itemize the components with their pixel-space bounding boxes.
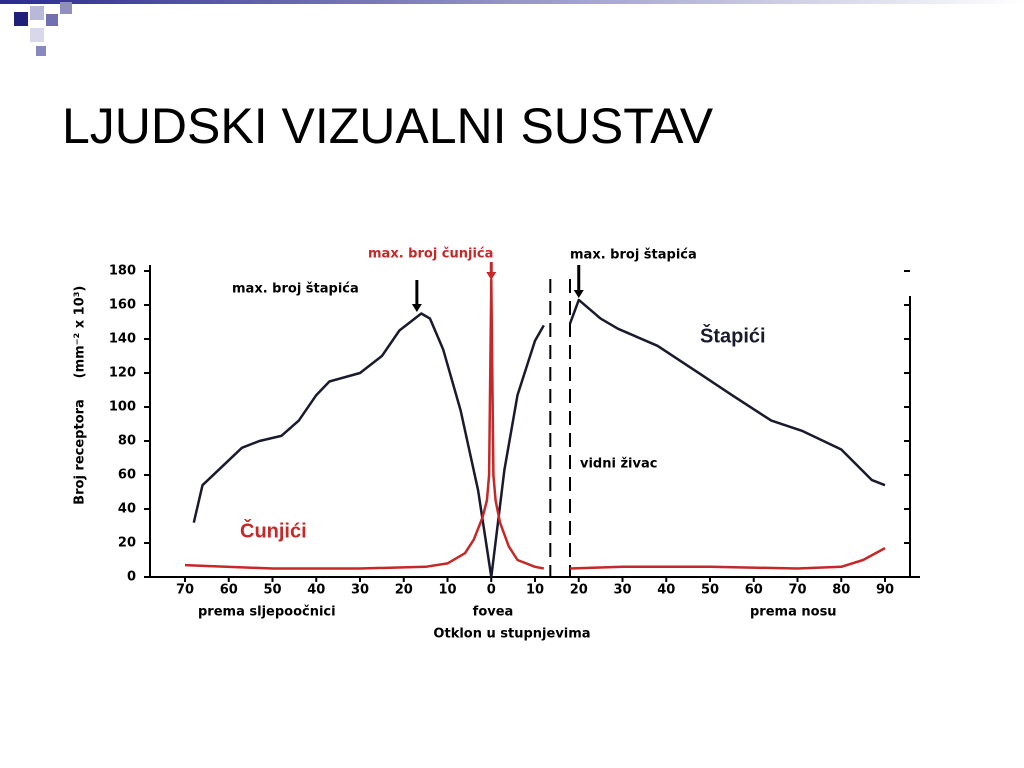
- deco-square: [60, 2, 72, 14]
- x-tick-label: 90: [876, 583, 894, 598]
- y-tick-label: 160: [109, 298, 136, 313]
- deco-square: [30, 28, 44, 42]
- x-tick-label: 40: [657, 583, 675, 598]
- deco-square: [30, 6, 44, 20]
- deco-square: [46, 14, 58, 26]
- x-tick-label: 70: [788, 583, 806, 598]
- x-axis-label: Otklon u stupnjevima: [433, 627, 590, 642]
- y-tick-label: 60: [118, 468, 136, 483]
- x-tick-label: 30: [351, 583, 369, 598]
- y-tick-label: 140: [109, 332, 136, 347]
- slide-title: LJUDSKI VIZUALNI SUSTAV: [62, 98, 714, 154]
- y-tick-label: 120: [109, 366, 136, 381]
- annotation: max. broj štapića: [232, 282, 359, 297]
- series-label: Čunjići: [240, 518, 307, 542]
- y-tick-label: 100: [109, 400, 136, 415]
- annotation: max. broj čunjića: [368, 247, 493, 262]
- deco-square: [36, 46, 46, 56]
- region-label: prema nosu: [750, 605, 837, 620]
- y-tick-label: 20: [118, 536, 136, 551]
- annotation: max. broj štapića: [570, 248, 697, 263]
- x-tick-label: 60: [745, 583, 763, 598]
- x-tick-label: 40: [307, 583, 325, 598]
- arrow-head: [486, 272, 497, 280]
- top-bar: [0, 0, 1024, 4]
- arrow-head: [411, 304, 422, 312]
- y-tick-label: 40: [118, 502, 136, 517]
- annotation: vidni živac: [580, 457, 657, 472]
- x-tick-label: 70: [176, 583, 194, 598]
- arrow-head: [573, 290, 584, 298]
- x-tick-label: 60: [220, 583, 238, 598]
- y-tick-label: 0: [127, 570, 136, 585]
- x-tick-label: 80: [832, 583, 850, 598]
- x-tick-label: 10: [526, 583, 544, 598]
- y-tick-label: 80: [118, 434, 136, 449]
- x-tick-label: 30: [613, 583, 631, 598]
- x-tick-label: 20: [395, 583, 413, 598]
- deco-square: [14, 12, 28, 26]
- y-axis-label: Broj receptora: [73, 399, 88, 505]
- series-line: [192, 298, 886, 579]
- y-tick-label: 180: [109, 264, 136, 279]
- x-tick-label: 20: [570, 583, 588, 598]
- x-tick-label: 50: [701, 583, 719, 598]
- region-label: prema sljepoočnici: [198, 605, 336, 620]
- y-axis-unit: (mm⁻² x 10³): [73, 286, 88, 379]
- series-label: Štapići: [700, 323, 766, 347]
- x-tick-label: 0: [487, 583, 496, 598]
- series-line: [184, 278, 886, 570]
- x-tick-label: 50: [263, 583, 281, 598]
- x-tick-label: 10: [438, 583, 456, 598]
- region-label: fovea: [473, 605, 514, 620]
